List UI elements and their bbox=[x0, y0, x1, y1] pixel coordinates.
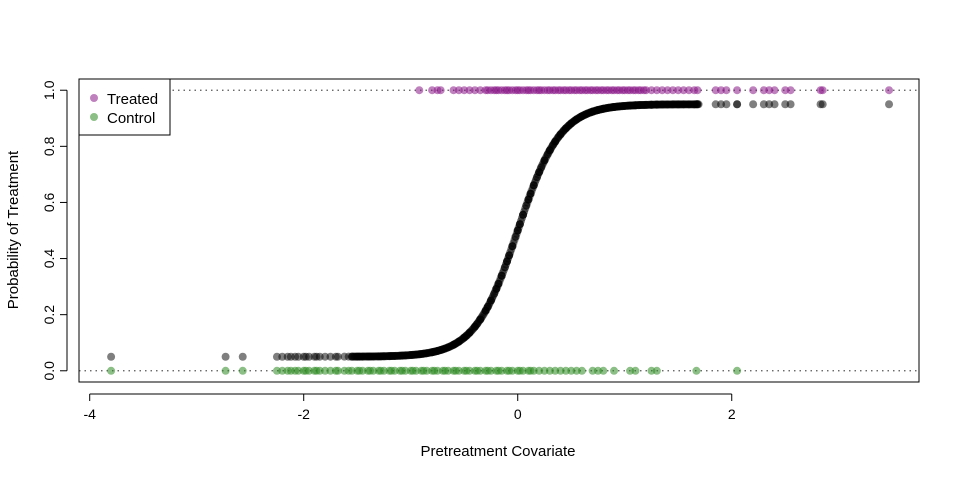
legend-label-control: Control bbox=[107, 110, 155, 127]
legend-label-treated: Treated bbox=[107, 91, 158, 108]
treated-point bbox=[749, 86, 758, 95]
plot-area bbox=[79, 89, 919, 372]
y-tick-label: 0.8 bbox=[41, 136, 57, 156]
control-point bbox=[610, 366, 619, 375]
treated-series bbox=[415, 86, 894, 95]
control-point bbox=[692, 366, 701, 375]
legend-box bbox=[78, 78, 171, 136]
control-series bbox=[107, 366, 742, 375]
fitted-point bbox=[238, 352, 247, 361]
fitted-point bbox=[333, 352, 342, 361]
fitted-point bbox=[722, 100, 731, 109]
y-tick-label: 0.4 bbox=[41, 249, 57, 269]
x-tick-label: 2 bbox=[728, 406, 736, 422]
treated-point bbox=[722, 86, 731, 95]
treated-point bbox=[693, 86, 702, 95]
treated-point bbox=[818, 86, 827, 95]
control-point bbox=[333, 366, 342, 375]
fitted-point bbox=[818, 100, 827, 109]
plot-frame bbox=[78, 78, 920, 383]
treated-point bbox=[786, 86, 795, 95]
x-tick-label: -4 bbox=[83, 406, 96, 422]
fitted-point bbox=[694, 100, 703, 109]
y-tick-label: 0.6 bbox=[41, 193, 57, 213]
x-tick-label: 0 bbox=[514, 406, 522, 422]
fitted-point bbox=[733, 100, 742, 109]
treated-point bbox=[770, 86, 779, 95]
control-point bbox=[631, 366, 640, 375]
y-axis-title: Probability of Treatment bbox=[5, 150, 22, 309]
control-point bbox=[599, 366, 608, 375]
fitted-point bbox=[885, 100, 894, 109]
axes: -4 -2 0 2 0.0 0.2 0.4 0.6 0.8 1.0 bbox=[41, 78, 920, 422]
treated-point bbox=[885, 86, 894, 95]
fitted-probability-points bbox=[107, 100, 894, 361]
x-axis-title: Pretreatment Covariate bbox=[420, 443, 575, 460]
control-point bbox=[221, 366, 230, 375]
y-tick-label: 1.0 bbox=[41, 80, 57, 100]
fitted-point bbox=[749, 100, 758, 109]
x-tick-label: -2 bbox=[297, 406, 310, 422]
control-point bbox=[107, 366, 116, 375]
control-point bbox=[238, 366, 247, 375]
control-point bbox=[577, 366, 586, 375]
treated-point bbox=[415, 86, 424, 95]
legend-marker-control bbox=[90, 113, 98, 121]
fitted-point bbox=[786, 100, 795, 109]
legend: Treated Control bbox=[78, 78, 171, 136]
fitted-point bbox=[770, 100, 779, 109]
fitted-point bbox=[107, 352, 116, 361]
fitted-point bbox=[221, 352, 230, 361]
y-tick-label: 0.2 bbox=[41, 305, 57, 325]
control-point bbox=[733, 366, 742, 375]
legend-marker-treated bbox=[90, 94, 98, 102]
y-tick-label: 0.0 bbox=[41, 361, 57, 381]
treated-point bbox=[436, 86, 445, 95]
treated-point bbox=[733, 86, 742, 95]
control-point bbox=[652, 366, 661, 375]
